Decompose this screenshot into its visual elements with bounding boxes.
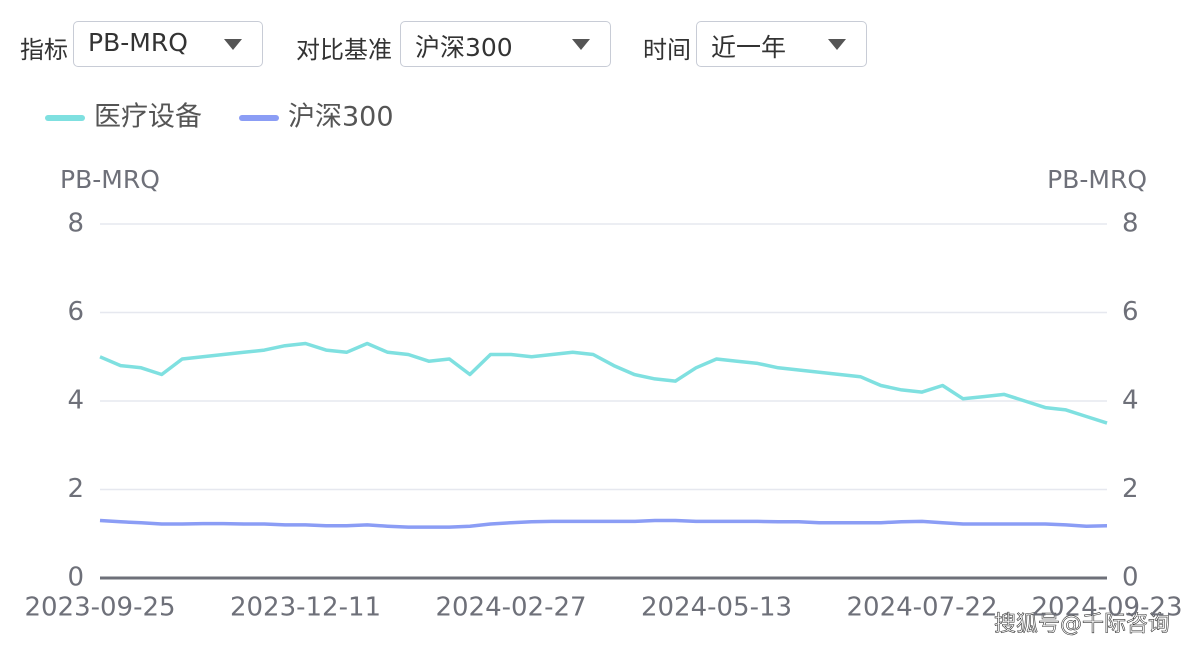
y2-axis-label: PB-MRQ [1047,165,1147,194]
x-tick-label: 2024-05-13 [641,593,792,623]
dropdown-arrow [224,39,242,50]
y-tick-label: 8 [67,209,84,239]
x-tick-label: 2023-12-11 [230,593,381,623]
dropdown-value: 沪深300 [415,33,513,62]
dropdown-value: PB-MRQ [88,28,188,57]
dropdown-value: 近一年 [711,33,787,62]
y-tick-label: 4 [67,386,84,416]
y2-tick-label: 8 [1122,209,1139,239]
x-tick-label: 2024-02-27 [435,593,586,623]
x-tick-label: 2024-09-23 [1031,593,1182,623]
y2-tick-label: 4 [1122,386,1139,416]
y-tick-label: 6 [67,297,84,327]
line [99,518,1108,529]
x-tick-label: 2023-09-25 [24,593,175,623]
x-tick-label: 2024-07-22 [846,593,997,623]
y-tick-label: 2 [67,474,84,504]
legend-label: 医疗设备 [94,102,202,133]
control-label: 时间 [643,36,691,64]
dropdown-arrow [828,39,846,50]
dropdown[interactable]: PB-MRQ [73,21,263,67]
legend-label: 沪深300 [288,102,394,133]
y-tick-label: 0 [67,563,84,593]
line [99,341,1108,425]
dropdown[interactable]: 近一年 [696,21,867,67]
watermark: 搜狐号@千际咨询 [994,612,1170,637]
y2-tick-label: 6 [1122,297,1139,327]
y2-tick-label: 2 [1122,474,1139,504]
y-axis-label: PB-MRQ [60,165,160,194]
y2-tick-label: 0 [1122,563,1139,593]
dropdown[interactable]: 沪深300 [400,21,611,67]
dropdown-arrow [572,39,590,50]
control-label: 对比基准 [296,36,392,64]
control-label: 指标 [20,36,68,64]
